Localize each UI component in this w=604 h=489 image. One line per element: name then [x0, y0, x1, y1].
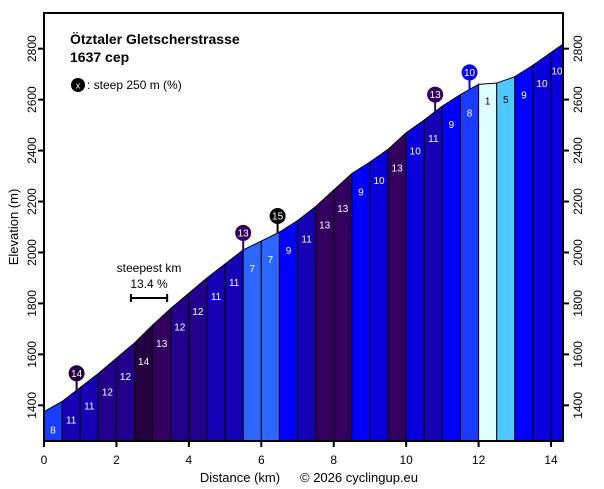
y-tick-label-left: 1400 [25, 392, 39, 419]
profile-segment [478, 82, 498, 442]
plot-frame [43, 12, 564, 442]
segment-grade-label: 9 [449, 120, 455, 131]
segment-grade-label: 11 [66, 416, 77, 427]
x-axis-label: Distance (km) [200, 470, 280, 485]
segment-grade-label: 8 [467, 109, 473, 120]
y-tick-label-left: 2400 [25, 137, 39, 164]
y-tick-label-left: 2200 [25, 188, 39, 215]
y-tick-label-right: 1800 [571, 290, 585, 317]
segment-grade-label: 10 [536, 79, 548, 90]
steep-marker [269, 207, 286, 224]
segment-grade-label: 5 [503, 95, 509, 106]
steep-marker [68, 365, 85, 382]
y-tick-label-right: 2400 [571, 137, 585, 164]
y-tick-label-left: 2600 [25, 86, 39, 113]
profile-segment [351, 161, 371, 442]
profile-segment [514, 64, 534, 442]
profile-segment [460, 83, 480, 442]
segment-grade-label: 13 [392, 163, 404, 174]
y-tick-label-right: 1600 [571, 341, 585, 368]
legend-marker-icon [71, 78, 85, 92]
y-tick-label-left: 2000 [25, 239, 39, 266]
y-tick-label-right: 1400 [571, 392, 585, 419]
steep-marker [461, 64, 478, 81]
legend-marker-label: x [76, 81, 81, 91]
legend-note: : steep 250 m (%) [87, 78, 182, 92]
x-tick-label: 6 [258, 453, 265, 467]
steep-marker-label: 10 [464, 68, 476, 79]
steep-marker-label: 15 [272, 211, 284, 222]
profile-segment [61, 386, 81, 442]
steepest-km-value: 13.4 % [130, 277, 168, 291]
x-tick-label: 10 [399, 453, 413, 467]
y-tick-label-left: 2800 [25, 35, 39, 62]
y-tick-label-left: 1800 [25, 290, 39, 317]
profile-segment [387, 131, 407, 442]
steep-marker [235, 224, 252, 241]
profile-segment [206, 262, 226, 442]
x-tick-label: 2 [113, 453, 120, 467]
steep-marker-label: 13 [430, 90, 442, 101]
segment-grade-label: 11 [428, 134, 439, 145]
chart-title: Ötztaler Gletscherstrasse [70, 31, 240, 47]
steep-marker-label: 13 [238, 228, 250, 239]
copyright: © 2026 cyclingup.eu [300, 470, 418, 485]
segment-grade-label: 12 [120, 372, 132, 383]
x-tick-label: 4 [186, 453, 193, 467]
profile-segment [423, 104, 443, 442]
segment-grade-label: 11 [301, 235, 312, 246]
profile-segment [441, 93, 462, 442]
profile-segment [188, 276, 208, 442]
segment-grade-label: 9 [521, 91, 527, 102]
profile-segment [152, 307, 172, 442]
steepest-km-label: steepest km [117, 261, 182, 275]
x-tick-label: 12 [472, 453, 486, 467]
profile-segment [134, 323, 154, 442]
segment-grade-label: 10 [373, 176, 385, 187]
segment-grade-label: 12 [174, 323, 186, 334]
chart-subtitle: 1637 cep [70, 49, 129, 65]
segment-grade-label: 9 [286, 246, 292, 257]
segment-grade-label: 10 [551, 66, 563, 77]
y-axis-label: Elevation (m) [6, 189, 21, 266]
segment-grade-label: 12 [192, 307, 204, 318]
segment-grade-label: 8 [50, 426, 56, 437]
profile-segment [496, 75, 516, 442]
segment-grade-label: 7 [249, 264, 255, 275]
profile-segment [170, 292, 190, 442]
profile-segment [550, 43, 564, 442]
profile-segment [115, 341, 136, 442]
segment-grade-label: 1 [485, 96, 491, 107]
profile-segment [369, 148, 389, 442]
y-tick-label-left: 1600 [25, 341, 39, 368]
y-tick-label-right: 2200 [571, 188, 585, 215]
steep-marker [427, 86, 444, 103]
segment-grade-label: 14 [138, 357, 150, 368]
profile-segment [532, 51, 552, 442]
segment-grade-label: 9 [358, 188, 364, 199]
segment-grade-label: 13 [337, 204, 349, 215]
steepest-km-bracket [129, 294, 169, 302]
x-tick-label: 0 [41, 453, 48, 467]
profile-segment [97, 357, 117, 442]
segment-grade-label: 10 [410, 147, 422, 158]
segment-grade-label: 7 [268, 255, 274, 266]
y-tick-label-right: 2600 [571, 86, 585, 113]
segment-grade-label: 11 [211, 292, 222, 303]
segment-grade-label: 13 [156, 339, 168, 350]
segment-grade-label: 11 [229, 278, 240, 289]
steep-marker-label: 14 [71, 369, 83, 380]
y-tick-label-right: 2000 [571, 239, 585, 266]
y-tick-label-right: 2800 [571, 35, 585, 62]
segment-grade-label: 11 [84, 402, 95, 413]
segment-grade-label: 12 [102, 387, 114, 398]
profile-segment [405, 119, 425, 442]
x-tick-label: 14 [544, 453, 558, 467]
segment-grade-label: 13 [319, 221, 331, 232]
x-tick-label: 8 [330, 453, 337, 467]
